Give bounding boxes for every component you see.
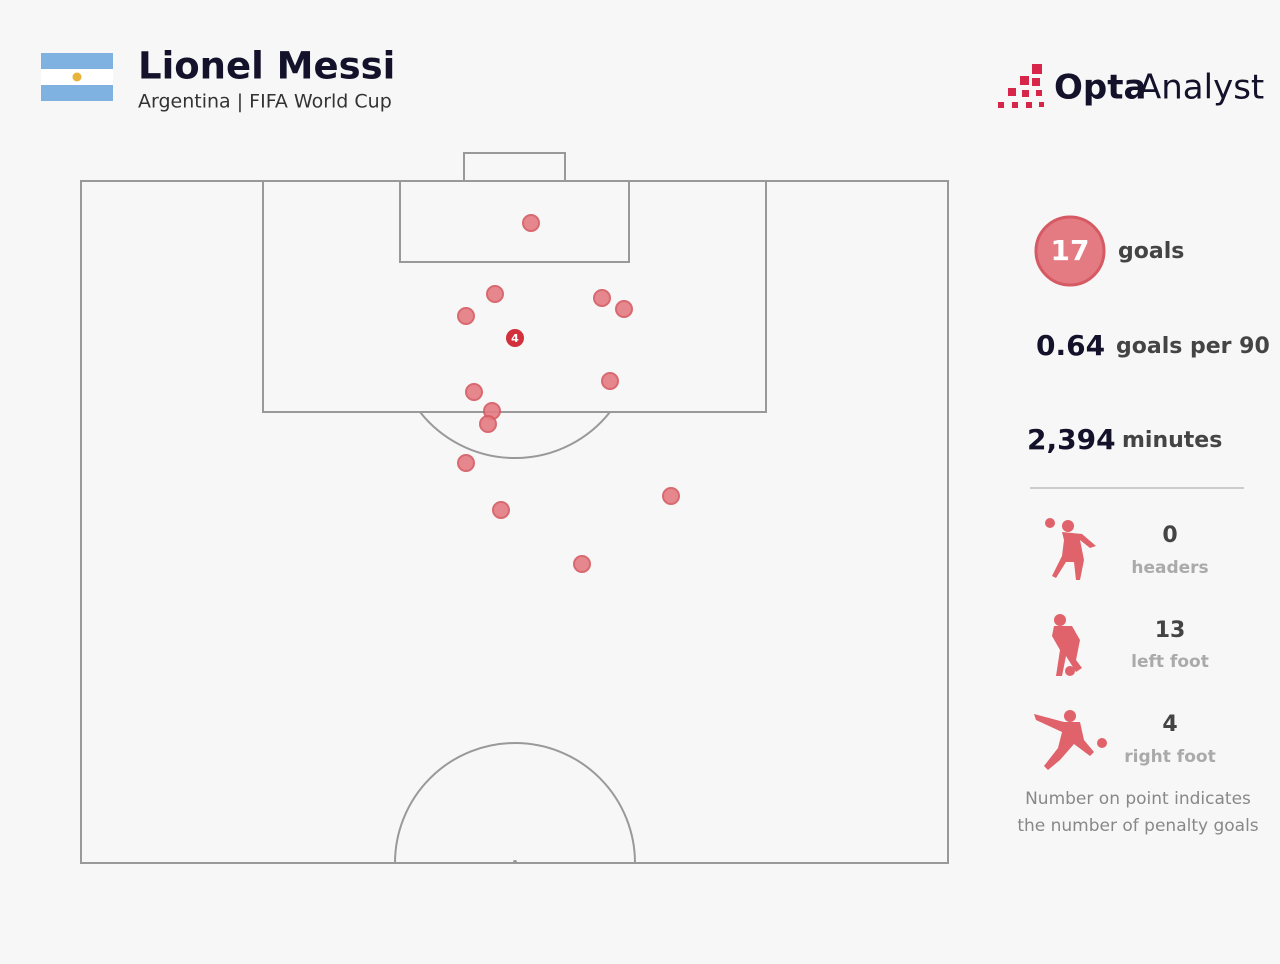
logo-product: Analyst xyxy=(1138,68,1264,108)
penalty-label: 4 xyxy=(511,332,519,345)
title: Lionel Messi xyxy=(138,45,395,88)
goal-dots xyxy=(457,214,680,573)
breakdown-label: left foot xyxy=(1131,652,1209,672)
header-icon xyxy=(1045,518,1096,580)
breakdown-value: 4 xyxy=(1162,712,1177,737)
pitch xyxy=(80,152,949,864)
right-foot-icon xyxy=(1034,710,1107,770)
per90-value: 0.64 xyxy=(1036,329,1105,362)
breakdown-value: 0 xyxy=(1162,523,1177,548)
goals-value: 17 xyxy=(1051,234,1090,267)
breakdown-label: right foot xyxy=(1124,747,1215,767)
breakdown-label: headers xyxy=(1131,558,1208,578)
logo-brand: Opta xyxy=(1054,68,1146,108)
minutes-value: 2,394 xyxy=(1027,423,1116,456)
note: the number of penalty goals xyxy=(1017,816,1258,836)
minutes-label: minutes xyxy=(1122,428,1222,453)
breakdown-value: 13 xyxy=(1155,618,1186,643)
flag xyxy=(41,53,113,101)
subtitle: Argentina | FIFA World Cup xyxy=(138,91,392,113)
logo: Opta Analyst xyxy=(998,64,1264,108)
note: Number on point indicates xyxy=(1025,789,1251,809)
goals-label: goals xyxy=(1118,239,1184,264)
goals-badge xyxy=(1034,215,1106,287)
left-foot-icon xyxy=(1052,614,1082,676)
per90-label: goals per 90 xyxy=(1116,334,1270,359)
